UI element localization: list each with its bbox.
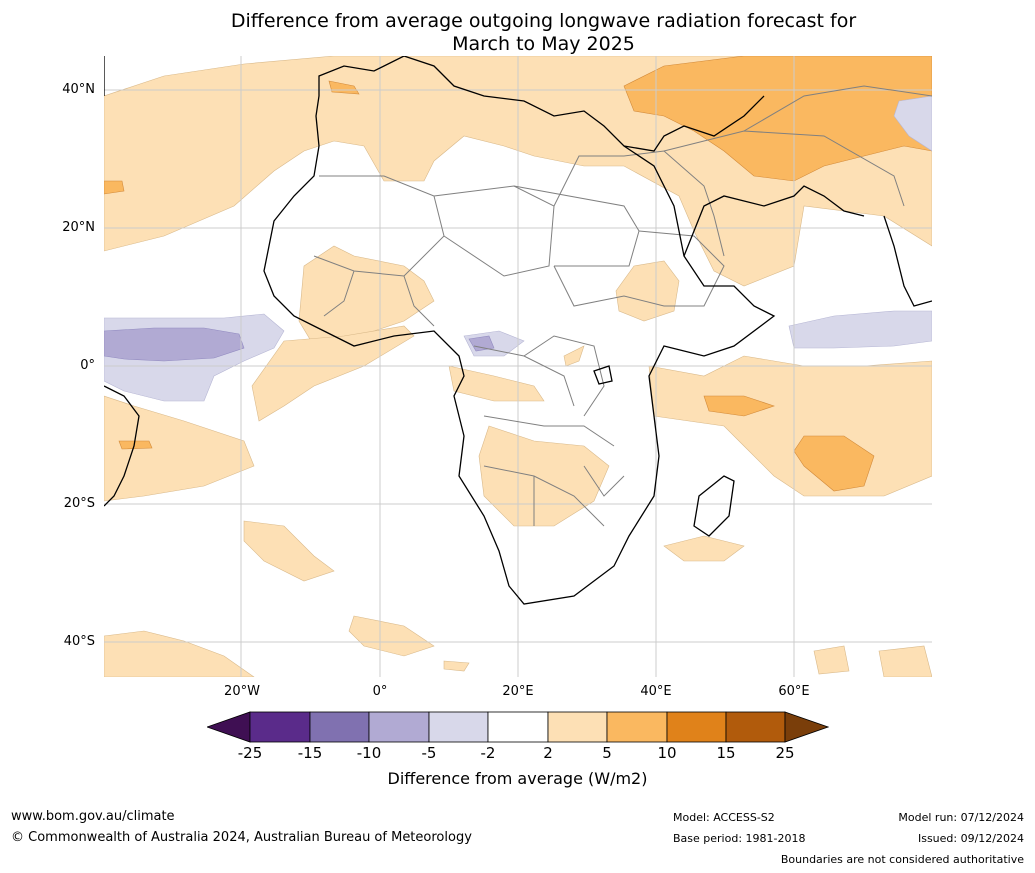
colorbar-swatch: [487, 711, 549, 743]
colorbar-extend-high: [784, 711, 830, 743]
footer-model-run: Model run: 07/12/2024: [898, 811, 1024, 824]
footer-url[interactable]: www.bom.gov.au/climate: [11, 809, 175, 824]
footer-model: Model: ACCESS-S2: [673, 811, 775, 824]
colorbar-title: Difference from average (W/m2): [387, 769, 648, 788]
colorbar-swatch: [606, 711, 668, 743]
colorbar-swatch: [547, 711, 608, 743]
lat-label-20s: 20°S: [63, 496, 95, 511]
colorbar-tick: 5: [602, 744, 612, 762]
colorbar-tick: -10: [356, 744, 382, 762]
country-borders: [313, 85, 932, 527]
lon-label-40e: 40°E: [640, 684, 672, 699]
colorbar-swatches: [205, 711, 830, 743]
lon-label-0: 0°: [372, 684, 388, 699]
colorbar-tick: 15: [716, 744, 736, 762]
coastlines: [104, 56, 932, 605]
colorbar: [205, 711, 830, 747]
footer-disclaimer: Boundaries are not considered authoritat…: [780, 853, 1024, 866]
colorbar-tick: -25: [237, 744, 263, 762]
lat-label-40n: 40°N: [62, 82, 95, 97]
colorbar-swatch: [666, 711, 727, 743]
lon-label-60e: 60°E: [778, 684, 810, 699]
colorbar-swatch: [309, 711, 370, 743]
lat-label-20n: 20°N: [62, 220, 95, 235]
colorbar-tick: 25: [775, 744, 795, 762]
colorbar-tick: -15: [297, 744, 323, 762]
map-canvas: [104, 56, 932, 677]
title-line-2: March to May 2025: [452, 33, 635, 55]
colorbar-swatch: [249, 711, 311, 743]
colorbar-extend-low: [205, 711, 251, 743]
lon-label-20w: 20°W: [224, 684, 260, 699]
lon-label-20e: 20°E: [502, 684, 534, 699]
anomaly-minus-5-to-minus-10-regions: [104, 327, 495, 362]
graticule: [104, 56, 932, 677]
map-title: Difference from average outgoing longwav…: [0, 10, 1035, 56]
lat-label-0: 0°: [80, 358, 95, 373]
footer-copyright: © Commonwealth of Australia 2024, Austra…: [11, 830, 472, 845]
colorbar-tick: 2: [543, 744, 553, 762]
colorbar-swatch: [368, 711, 430, 743]
olr-anomaly-map: [104, 56, 932, 677]
colorbar-tick: -2: [480, 744, 496, 762]
colorbar-tick: 10: [657, 744, 677, 762]
footer-issued: Issued: 09/12/2024: [917, 832, 1024, 845]
lat-label-40s: 40°S: [63, 634, 95, 649]
colorbar-tick: -5: [421, 744, 437, 762]
colorbar-swatch: [725, 711, 786, 743]
title-line-1: Difference from average outgoing longwav…: [230, 10, 857, 32]
colorbar-swatch: [428, 711, 489, 743]
footer-base-period: Base period: 1981-2018: [673, 832, 806, 845]
